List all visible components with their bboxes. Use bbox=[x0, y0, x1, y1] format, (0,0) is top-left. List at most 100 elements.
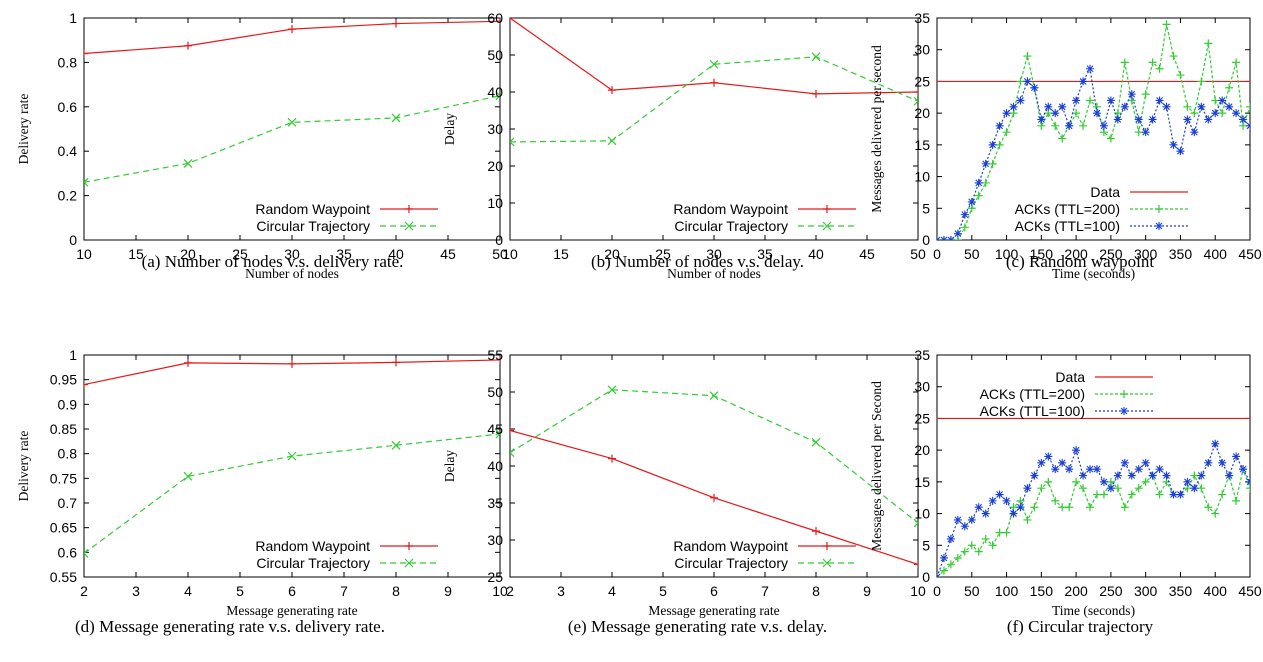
x-tick-label: 100 bbox=[995, 246, 1019, 262]
x-tick-label: 15 bbox=[553, 246, 569, 262]
data-point bbox=[287, 117, 297, 127]
data-point bbox=[1009, 509, 1018, 518]
data-point bbox=[1225, 83, 1234, 92]
y-tick-label: 10 bbox=[914, 169, 930, 185]
x-tick-label: 10 bbox=[502, 246, 518, 262]
y-tick-label: 30 bbox=[487, 121, 503, 137]
data-point bbox=[988, 159, 997, 168]
data-point bbox=[1009, 102, 1018, 111]
data-point bbox=[1239, 465, 1248, 474]
legend-marker bbox=[822, 221, 832, 231]
data-point bbox=[1051, 121, 1060, 130]
y-tick-label: 0.8 bbox=[58, 54, 78, 70]
x-axis-label: Message generating rate bbox=[648, 603, 779, 618]
y-tick-label: 30 bbox=[914, 42, 930, 58]
data-point bbox=[1099, 490, 1108, 499]
series-line-circular-trajectory bbox=[84, 95, 500, 183]
x-tick-label: 10 bbox=[76, 246, 92, 262]
chart-f: 0 50 100 150 200 250 300 350 400 450 0 5 10 15 20 25 30 3… bbox=[869, 347, 1262, 618]
data-point bbox=[974, 547, 983, 556]
legend-marker bbox=[822, 558, 832, 568]
data-point bbox=[974, 191, 983, 200]
x-tick-label: 4 bbox=[184, 583, 192, 599]
x-tick-label: 20 bbox=[180, 246, 196, 262]
y-tick-label: 0.7 bbox=[58, 495, 78, 511]
y-tick-label: 0.95 bbox=[50, 372, 77, 388]
data-point bbox=[1218, 96, 1227, 105]
series-line-acks-ttl-200- bbox=[937, 467, 1250, 577]
data-point bbox=[710, 78, 718, 87]
plot-area bbox=[84, 355, 500, 558]
x-tick-label: 250 bbox=[1099, 246, 1123, 262]
data-point bbox=[608, 86, 616, 95]
legend-marker bbox=[405, 542, 413, 550]
data-point bbox=[1134, 465, 1143, 474]
data-point bbox=[1204, 115, 1213, 124]
x-tick-label: 8 bbox=[812, 583, 820, 599]
legend-marker bbox=[405, 205, 413, 213]
y-tick-label: 0.9 bbox=[58, 396, 78, 412]
data-point bbox=[981, 159, 990, 168]
data-point bbox=[1002, 128, 1011, 137]
data-point bbox=[495, 429, 500, 439]
legend-label: Random Waypoint bbox=[673, 201, 788, 217]
x-tick-label: 350 bbox=[1169, 583, 1193, 599]
data-point bbox=[1134, 128, 1143, 137]
x-tick-label: 50 bbox=[492, 246, 508, 262]
data-point bbox=[1176, 147, 1185, 156]
data-point bbox=[1225, 471, 1234, 480]
y-tick-label: 35 bbox=[487, 495, 503, 511]
plot-frame bbox=[936, 354, 1251, 578]
data-point bbox=[510, 426, 514, 435]
data-point bbox=[937, 573, 941, 577]
data-point bbox=[1023, 484, 1032, 493]
data-point bbox=[939, 553, 948, 562]
x-tick-label: 5 bbox=[236, 583, 244, 599]
data-point bbox=[1141, 128, 1150, 137]
data-point bbox=[1016, 503, 1025, 512]
y-axis-label: Delivery rate bbox=[16, 94, 31, 165]
data-point bbox=[1120, 58, 1129, 67]
data-point bbox=[1051, 496, 1060, 505]
data-point bbox=[1030, 503, 1039, 512]
y-tick-label: 35 bbox=[914, 347, 930, 363]
x-tick-label: 5 bbox=[659, 583, 667, 599]
y-tick-label: 1 bbox=[69, 347, 77, 363]
chart-d: 2 3 4 5 6 7 8 9 100.550.60.650.70.750.80.850.90.… bbox=[16, 347, 508, 618]
x-tick-label: 25 bbox=[232, 246, 248, 262]
data-point bbox=[995, 140, 1004, 149]
data-point bbox=[287, 451, 297, 461]
data-point bbox=[974, 503, 983, 512]
data-point bbox=[1023, 77, 1032, 86]
x-axis-label: Number of nodes bbox=[245, 266, 339, 281]
data-point bbox=[1120, 102, 1129, 111]
data-point bbox=[1183, 115, 1192, 124]
data-point bbox=[607, 385, 617, 395]
data-point bbox=[953, 553, 962, 562]
data-point bbox=[1155, 490, 1164, 499]
y-tick-label: 40 bbox=[487, 84, 503, 100]
data-point bbox=[184, 41, 192, 50]
data-point bbox=[981, 534, 990, 543]
y-tick-label: 5 bbox=[922, 537, 930, 553]
x-tick-label: 6 bbox=[710, 583, 718, 599]
data-point bbox=[1204, 458, 1213, 467]
caption-d: (d) Message generating rate v.s. deliver… bbox=[75, 617, 385, 636]
data-point bbox=[1072, 96, 1081, 105]
data-point bbox=[1197, 484, 1206, 493]
data-point bbox=[914, 88, 918, 96]
y-tick-label: 10 bbox=[487, 195, 503, 211]
data-point bbox=[960, 522, 969, 531]
data-point bbox=[183, 471, 193, 481]
data-point bbox=[1155, 64, 1164, 73]
data-point bbox=[608, 454, 616, 463]
data-point bbox=[391, 113, 401, 123]
data-point bbox=[709, 391, 719, 401]
data-point bbox=[1127, 90, 1136, 99]
x-tick-label: 150 bbox=[1030, 246, 1054, 262]
data-point bbox=[1106, 484, 1115, 493]
x-axis-label: Time (seconds) bbox=[1052, 266, 1135, 281]
data-point bbox=[391, 440, 401, 450]
data-point bbox=[1218, 490, 1227, 499]
data-point bbox=[1113, 115, 1122, 124]
